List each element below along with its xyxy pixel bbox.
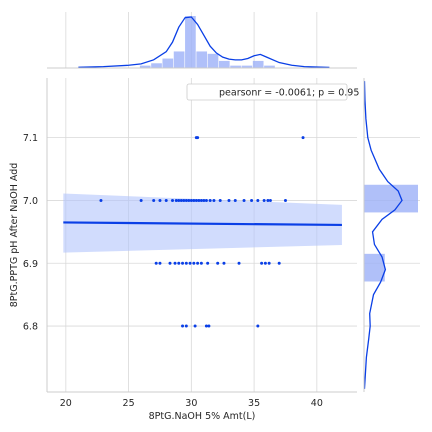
right-hist-bar [364, 253, 385, 282]
scatter-point [268, 198, 272, 202]
scatter-points [99, 136, 305, 328]
scatter-point [197, 198, 201, 202]
top-hist-bar [207, 53, 219, 68]
scatter-point [189, 198, 193, 202]
right-marginal [363, 78, 420, 392]
scatter-point [256, 198, 260, 202]
scatter-point [260, 261, 264, 265]
scatter-point [179, 198, 183, 202]
scatter-point [158, 198, 162, 202]
scatter-point [194, 198, 198, 202]
regression-line [63, 221, 342, 227]
scatter-point [158, 261, 162, 265]
scatter-point [250, 198, 254, 202]
scatter-point [208, 198, 212, 202]
scatter-point [174, 198, 178, 202]
scatter-point [222, 261, 226, 265]
scatter-point [267, 261, 271, 265]
top-hist-bar [162, 58, 174, 68]
top-hist-bar [252, 60, 264, 68]
scatter-point [139, 198, 143, 202]
y-tick-labels: 6.8 6.9 7.0 7.1 [23, 133, 38, 332]
scatter-point [184, 261, 188, 265]
scatter-point [154, 261, 158, 265]
x-tick-label: 30 [185, 398, 197, 409]
top-hist-bar [139, 65, 151, 68]
scatter-point [277, 261, 281, 265]
scatter-point [164, 198, 168, 202]
scatter-point [177, 261, 181, 265]
scatter-point [204, 198, 208, 202]
top-hist-bar [151, 63, 162, 68]
scatter-point [233, 198, 237, 202]
scatter-point [204, 324, 208, 328]
scatter-point [283, 198, 287, 202]
top-marginal [47, 12, 357, 69]
scatter-point [212, 198, 216, 202]
x-tick-labels: 20 25 30 35 40 [60, 398, 323, 409]
scatter-point [263, 261, 267, 265]
scatter-point [196, 136, 200, 140]
y-tick-label: 7.0 [23, 196, 38, 207]
top-kde-curve [78, 16, 330, 69]
scatter-point [242, 198, 246, 202]
top-hist-bar [173, 51, 185, 68]
x-tick-label: 20 [60, 398, 72, 409]
top-hist-bar [185, 16, 196, 68]
right-kde-curve [363, 81, 403, 389]
scatter-point [202, 198, 206, 202]
scatter-point [184, 198, 188, 202]
scatter-point [168, 261, 172, 265]
x-tick-label: 25 [123, 398, 135, 409]
legend: pearsonr = -0.0061; p = 0.95 [186, 83, 359, 101]
x-axis-label: 8PtG.NaOH 5% Amt(L) [149, 411, 256, 422]
y-tick-label: 6.9 [23, 259, 38, 270]
scatter-point [192, 261, 196, 265]
scatter-point [177, 198, 181, 202]
y-tick-label: 6.8 [23, 322, 38, 333]
top-hist-bar [218, 60, 230, 68]
scatter-point [173, 261, 177, 265]
scatter-point [182, 198, 186, 202]
top-hist-bar [230, 65, 241, 68]
x-tick-label: 35 [248, 398, 260, 409]
top-hist-bar [196, 51, 208, 68]
scatter-point [199, 261, 203, 265]
scatter-point [181, 324, 185, 328]
x-tick-label: 40 [311, 398, 323, 409]
top-hist-bar [264, 65, 275, 68]
right-hist-bar [364, 184, 418, 213]
scatter-point [218, 198, 222, 202]
scatter-point [196, 261, 200, 265]
legend-box [186, 83, 348, 101]
scatter-point [171, 198, 175, 202]
scatter-point [237, 261, 241, 265]
scatter-point [266, 198, 270, 202]
scatter-point [227, 198, 231, 202]
scatter-point [216, 261, 220, 265]
scatter-point [199, 198, 203, 202]
y-axis-label: 8PtG.PPTG pH After NaOH Add [9, 163, 20, 308]
scatter-point [181, 261, 185, 265]
scatter-point [206, 261, 210, 265]
main-spines [46, 78, 357, 393]
scatter-point [301, 136, 305, 140]
scatter-point [193, 324, 197, 328]
regression-line-path [63, 221, 342, 227]
scatter-point [99, 198, 103, 202]
scatter-point [188, 261, 192, 265]
scatter-point [256, 324, 260, 328]
scatter-point [184, 324, 188, 328]
scatter-point [262, 198, 266, 202]
legend-text: pearsonr = -0.0061; p = 0.95 [219, 88, 359, 99]
y-tick-label: 7.1 [23, 133, 38, 144]
scatter-point [207, 324, 211, 328]
scatter-point [152, 198, 156, 202]
scatter-point [187, 198, 191, 202]
scatter-point [192, 198, 196, 202]
top-hist-bar [241, 65, 253, 68]
